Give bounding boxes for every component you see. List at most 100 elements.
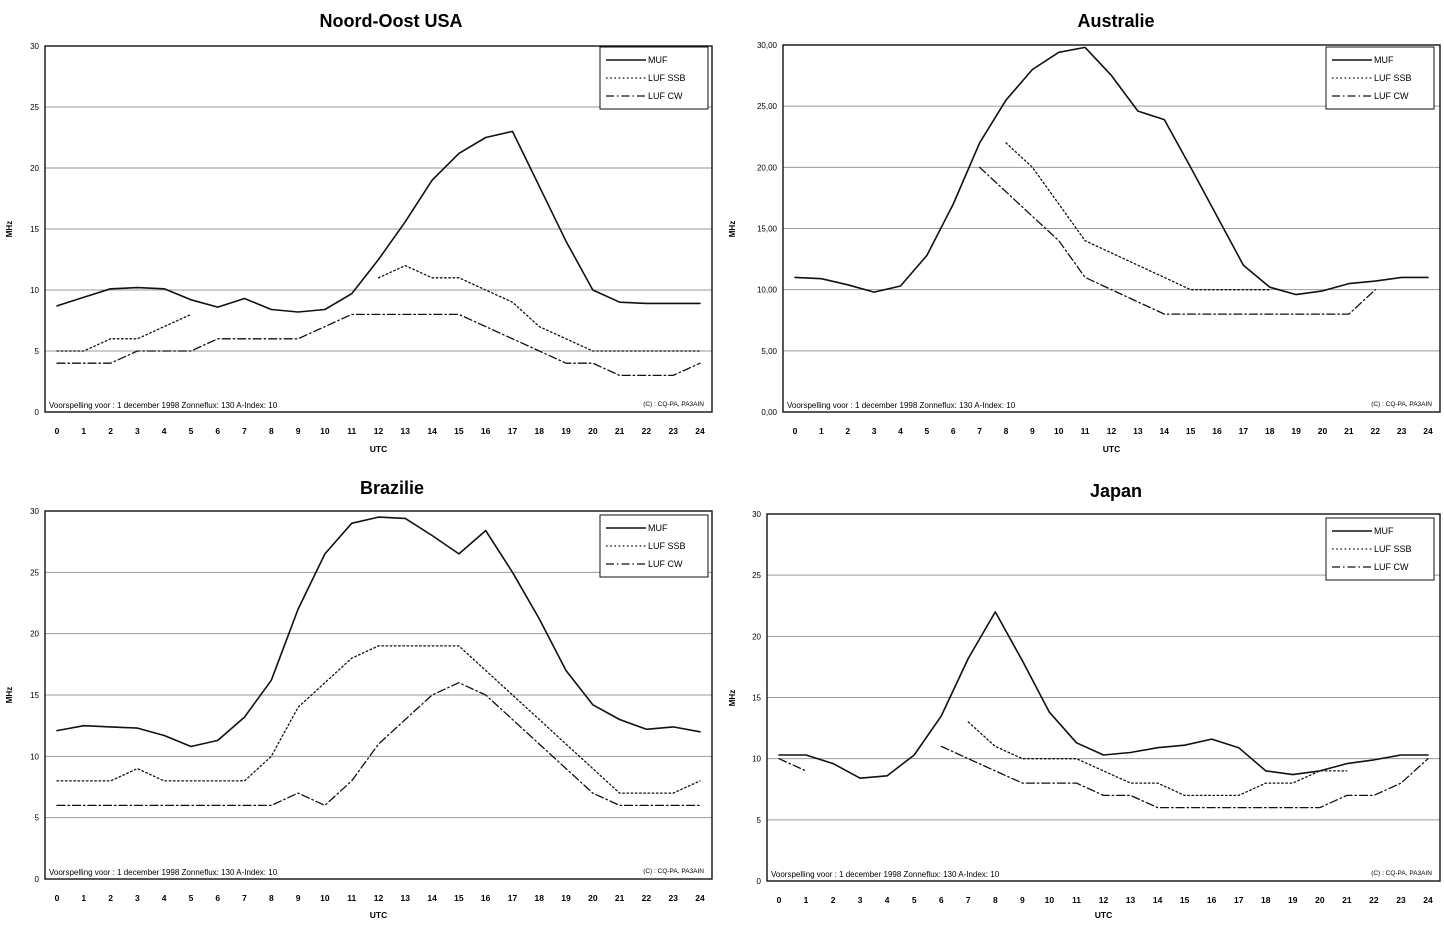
legend-label: LUF SSB	[1374, 73, 1412, 83]
legend-label: LUF SSB	[1374, 544, 1412, 554]
x-tick-label: 8	[1004, 426, 1009, 436]
y-tick-label: 15	[752, 694, 761, 703]
x-tick-label: 24	[1423, 895, 1433, 905]
copyright-note: (C) : CQ-PA, PA3AIN	[643, 401, 704, 408]
legend-label: MUF	[648, 523, 668, 533]
legend: MUF LUF SSB LUF CW	[600, 515, 708, 577]
x-tick-label: 22	[1371, 426, 1381, 436]
x-tick-label: 4	[898, 426, 903, 436]
footer-note: Voorspelling voor : 1 december 1998 Zonn…	[771, 870, 1000, 879]
x-tick-label: 13	[401, 893, 411, 903]
y-tick-label: 0,00	[761, 408, 777, 417]
x-tick-label: 14	[427, 893, 437, 903]
x-tick-label: 17	[508, 426, 518, 436]
x-tick-label: 22	[642, 893, 652, 903]
x-tick-label: 6	[215, 893, 220, 903]
x-tick-label: 21	[1342, 895, 1352, 905]
x-tick-label: 3	[135, 426, 140, 436]
series-line-luf-cw	[57, 683, 700, 806]
x-tick-label: 9	[1030, 426, 1035, 436]
x-tick-label: 11	[347, 426, 356, 436]
x-tick-label: 12	[1107, 426, 1117, 436]
chart-panel: Australie 0,00 5,00 10,00 15,00 20,00 25,00 30,…	[728, 11, 1440, 454]
x-tick-label: 18	[535, 426, 545, 436]
x-tick-label: 7	[966, 895, 971, 905]
legend-label: LUF CW	[648, 91, 683, 101]
series-line-luf-cw	[57, 314, 700, 375]
x-tick-label: 5	[912, 895, 917, 905]
y-axis-label: MHz	[728, 690, 737, 706]
series-line-muf	[57, 131, 700, 312]
x-tick-label: 6	[939, 895, 944, 905]
x-tick-label: 23	[668, 893, 678, 903]
x-tick-label: 10	[1054, 426, 1064, 436]
x-axis-label: UTC	[370, 910, 387, 920]
x-tick-label: 12	[374, 426, 384, 436]
x-tick-label: 15	[1186, 426, 1196, 436]
x-tick-label: 11	[1072, 895, 1081, 905]
x-tick-label: 15	[454, 893, 464, 903]
x-tick-label: 6	[951, 426, 956, 436]
x-tick-label: 19	[561, 893, 571, 903]
x-tick-label: 14	[427, 426, 437, 436]
x-tick-label: 8	[269, 893, 274, 903]
x-tick-label: 21	[615, 426, 625, 436]
x-tick-label: 0	[793, 426, 798, 436]
x-tick-label: 7	[242, 893, 247, 903]
x-tick-label: 24	[695, 426, 705, 436]
legend-label: MUF	[1374, 526, 1394, 536]
x-tick-label: 5	[925, 426, 930, 436]
y-tick-label: 30	[30, 42, 39, 51]
y-tick-label: 0	[757, 877, 762, 886]
series-line-luf-ssb	[1006, 143, 1270, 290]
legend-label: LUF CW	[1374, 562, 1409, 572]
legend-label: MUF	[648, 55, 668, 65]
series-line-luf-ssb	[57, 266, 700, 351]
x-tick-label: 19	[561, 426, 571, 436]
y-tick-label: 15	[30, 225, 39, 234]
x-tick-label: 3	[872, 426, 877, 436]
copyright-note: (C) : CQ-PA, PA3AIN	[1371, 401, 1432, 408]
copyright-note: (C) : CQ-PA, PA3AIN	[1371, 870, 1432, 877]
legend-label: LUF CW	[1374, 91, 1409, 101]
x-tick-label: 15	[454, 426, 464, 436]
x-tick-label: 24	[695, 893, 705, 903]
y-axis-label: MHz	[728, 221, 737, 237]
x-tick-label: 20	[588, 893, 598, 903]
legend: MUF LUF SSB LUF CW	[600, 47, 708, 109]
x-tick-label: 7	[242, 426, 247, 436]
x-tick-label: 23	[668, 426, 678, 436]
x-tick-label: 23	[1397, 426, 1407, 436]
x-tick-label: 12	[374, 893, 384, 903]
series-line-luf-ssb	[57, 646, 700, 793]
x-tick-label: 19	[1291, 426, 1301, 436]
x-tick-label: 18	[1261, 895, 1271, 905]
y-tick-label: 0	[35, 408, 40, 417]
chart-title: Noord-Oost USA	[320, 11, 463, 31]
x-tick-label: 1	[819, 426, 824, 436]
x-tick-label: 1	[81, 893, 86, 903]
x-tick-label: 15	[1180, 895, 1190, 905]
x-tick-label: 24	[1423, 426, 1433, 436]
chart-title: Brazilie	[360, 478, 424, 498]
x-tick-label: 17	[1234, 895, 1244, 905]
y-tick-label: 20	[30, 164, 39, 173]
y-axis-label: MHz	[5, 221, 14, 237]
footer-note: Voorspelling voor : 1 december 1998 Zonn…	[787, 401, 1016, 410]
y-tick-label: 5,00	[761, 347, 777, 356]
x-tick-label: 1	[81, 426, 86, 436]
x-tick-label: 20	[1318, 426, 1328, 436]
y-axis-label: MHz	[5, 687, 14, 703]
y-tick-label: 20	[30, 630, 39, 639]
x-tick-label: 17	[508, 893, 518, 903]
chart-panel: Japan0510152025300 1 2 3 4 5 6 7 8 9 10 11 12 13 14 15 1…	[728, 481, 1440, 920]
x-tick-label: 13	[1133, 426, 1143, 436]
y-tick-label: 5	[757, 816, 762, 825]
y-tick-label: 25	[752, 571, 761, 580]
x-tick-label: 2	[108, 893, 113, 903]
x-tick-label: 2	[831, 895, 836, 905]
y-tick-label: 10,00	[757, 286, 778, 295]
